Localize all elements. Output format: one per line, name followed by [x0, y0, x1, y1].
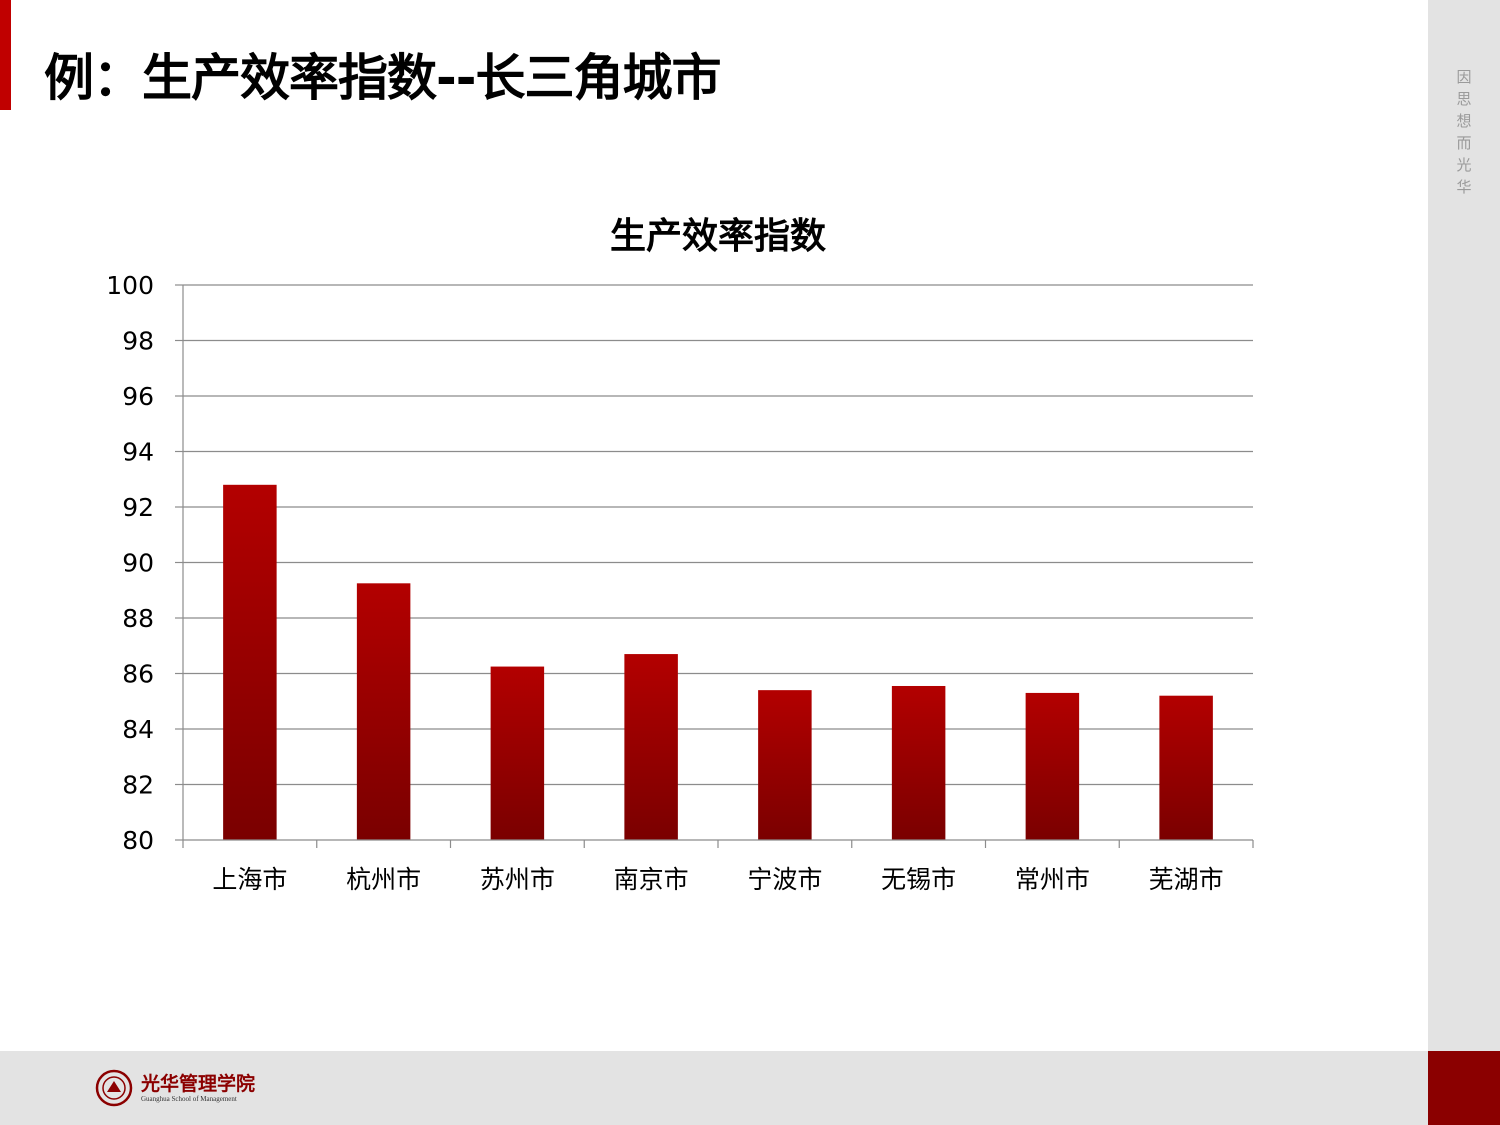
y-tick-label: 90 — [122, 549, 154, 578]
y-tick-label: 94 — [122, 438, 154, 467]
x-tick-label: 芜湖市 — [1149, 865, 1224, 894]
bar-chart: 生产效率指数 80 82 84 86 88 90 92 94 96 98 100 上海市 杭州市 苏州市… — [106, 216, 1254, 894]
y-tick-label: 82 — [122, 771, 154, 800]
x-tick-label: 苏州市 — [480, 865, 555, 894]
bar — [1025, 692, 1080, 840]
gridlines — [183, 284, 1253, 786]
right-side-panel — [1428, 0, 1500, 1125]
bar — [1159, 695, 1213, 840]
x-tick-label: 常州市 — [1015, 865, 1090, 894]
motto-vertical-text: 因思想 而光华 — [1456, 68, 1472, 196]
y-tick-label: 92 — [122, 493, 154, 522]
bar — [624, 654, 678, 840]
footer-accent-block — [1428, 1051, 1500, 1125]
slide-title: 例：生产效率指数--长三角城市 — [44, 49, 722, 107]
x-tick-label: 无锡市 — [881, 865, 956, 894]
logo-chinese-name: 光华管理学院 — [141, 1073, 256, 1095]
title-accent-bar — [0, 0, 11, 110]
y-tick-label: 86 — [122, 660, 154, 689]
school-logo: 光华管理学院 Guanghua School of Management — [95, 1066, 255, 1110]
emblem-icon — [95, 1069, 133, 1107]
y-tick-label: 88 — [122, 604, 154, 633]
x-tick-label: 杭州市 — [346, 865, 421, 894]
chart-title: 生产效率指数 — [610, 216, 826, 257]
logo-english-name: Guanghua School of Management — [141, 1095, 237, 1103]
x-axis-ticks: 上海市 杭州市 苏州市 南京市 宁波市 无锡市 常州市 芜湖市 — [182, 840, 1254, 894]
x-tick-label: 宁波市 — [747, 865, 822, 894]
bar — [891, 685, 946, 840]
y-tick-label: 100 — [106, 271, 154, 300]
bar — [758, 690, 812, 840]
y-tick-label: 84 — [122, 715, 154, 744]
y-tick-label: 98 — [122, 327, 154, 356]
footer-bar — [0, 1051, 1428, 1125]
y-tick-label: 96 — [122, 382, 154, 411]
bar — [223, 484, 277, 840]
y-tick-label: 80 — [122, 826, 154, 855]
bar — [490, 666, 545, 840]
y-axis-ticks: 80 82 84 86 88 90 92 94 96 98 100 — [106, 271, 183, 855]
x-tick-label: 上海市 — [212, 865, 287, 894]
bars — [223, 484, 1213, 840]
bar — [356, 583, 411, 840]
x-tick-label: 南京市 — [614, 865, 689, 894]
